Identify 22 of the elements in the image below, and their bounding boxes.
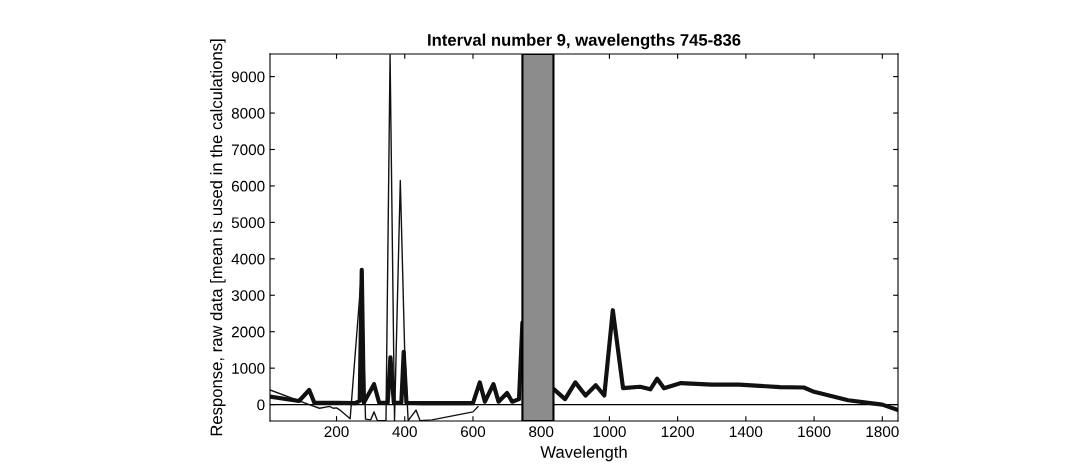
y-tick-label: 2000 (231, 326, 265, 338)
y-tick-label: 8000 (231, 107, 265, 119)
x-tick-label: 1200 (661, 426, 695, 438)
x-tick-label: 1400 (730, 426, 763, 438)
y-tick-label: 7000 (231, 144, 265, 156)
y-tick-label: 4000 (231, 253, 265, 265)
x-tick-label: 600 (461, 426, 486, 438)
y-tick-label: 5000 (231, 217, 265, 229)
y-tick-label: 3000 (231, 290, 265, 301)
chart-title: Interval number 9, wavelengths 745-836 (428, 33, 741, 50)
x-tick-label: 400 (392, 426, 417, 438)
x-tick-label: 1800 (866, 426, 899, 438)
x-tick-label: 1000 (593, 426, 626, 438)
y-axis-title: Response, raw data [mean is used in the calculations] (210, 39, 226, 436)
x-tick-label: 200 (324, 426, 349, 438)
x-axis-title: Wavelength (540, 445, 627, 462)
y-tick-label: 1000 (232, 363, 265, 374)
x-tick-label: 800 (529, 426, 554, 438)
y-tick-label: 6000 (231, 180, 265, 192)
x-tick-label: 1600 (798, 426, 831, 438)
y-tick-label: 9000 (231, 71, 265, 83)
y-tick-label: 0 (257, 399, 265, 411)
